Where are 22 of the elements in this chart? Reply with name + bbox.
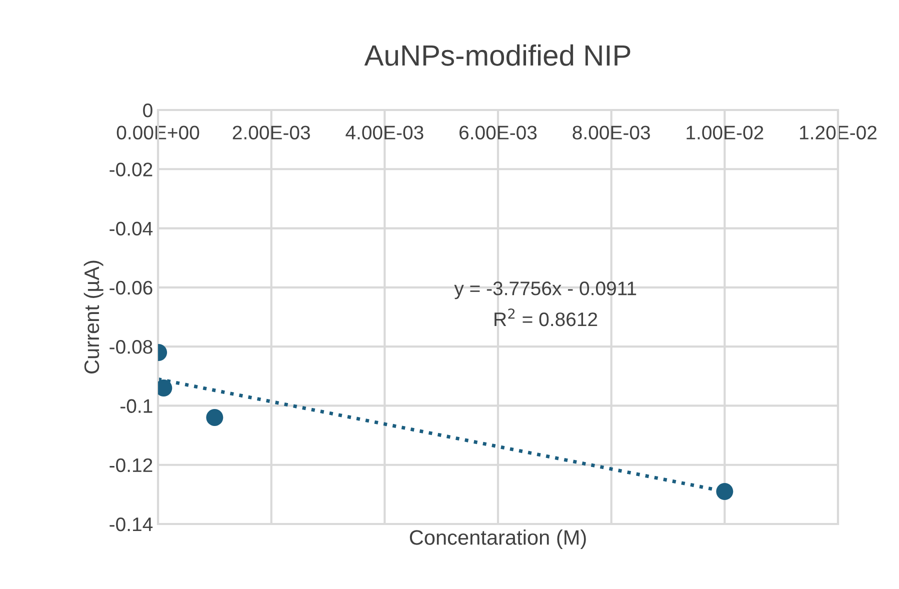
- y-tick-label: -0.08: [110, 340, 152, 354]
- y-tick-label: -0.14: [110, 517, 153, 532]
- x-tick-label: 2.00E-03: [232, 126, 310, 140]
- x-tick-label: 8.00E-03: [572, 126, 650, 140]
- point: [716, 482, 734, 500]
- y-tick-label: -0.1: [120, 399, 152, 413]
- y-tick-label: 0: [143, 103, 152, 118]
- annotation: y = -3.7756x - 0.0911: [454, 282, 636, 300]
- x-axis-title: Concentaration (M): [410, 530, 586, 549]
- y-axis-title: Current (µA): [84, 260, 104, 374]
- x-tick-label: 1.00E-02: [686, 126, 764, 140]
- x-tick-label: 6.00E-03: [460, 126, 537, 140]
- x-tick-label: 4.00E-03: [346, 126, 424, 140]
- x-tick-label: 0.00E+00: [116, 126, 200, 140]
- y-tick-label: -0.02: [110, 162, 152, 176]
- x-tick-label: 1.20E-02: [800, 126, 876, 140]
- y-tick-label: -0.12: [110, 458, 152, 472]
- y-tick-label: -0.06: [110, 280, 152, 295]
- annotation: R$^{2}$ = 0.8612: [494, 308, 598, 326]
- point: [206, 409, 224, 426]
- chart-title: AuNPs-modified NIP: [364, 44, 630, 66]
- y-tick-label: -0.04: [110, 222, 153, 236]
